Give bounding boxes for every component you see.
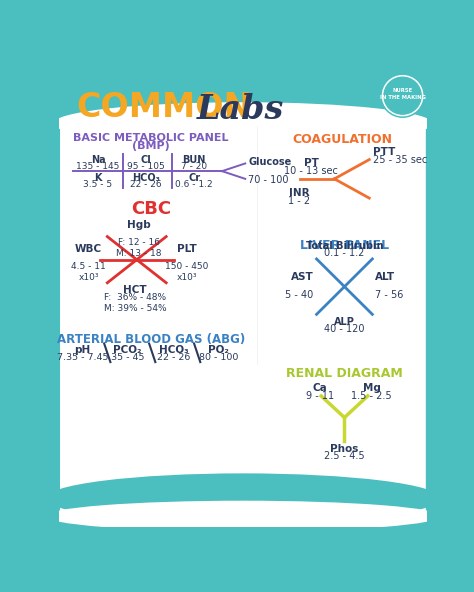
Text: pH: pH xyxy=(74,345,91,355)
Text: 7.35 - 7.45: 7.35 - 7.45 xyxy=(57,353,108,362)
Text: HCO₃: HCO₃ xyxy=(159,345,189,355)
Text: Total Bilirubin: Total Bilirubin xyxy=(306,241,383,251)
Text: COAGULATION: COAGULATION xyxy=(292,133,392,146)
Text: COMMON: COMMON xyxy=(76,91,252,124)
Text: PLT: PLT xyxy=(177,244,197,255)
Text: 5 - 40: 5 - 40 xyxy=(285,289,313,300)
Text: RENAL DIAGRAM: RENAL DIAGRAM xyxy=(286,368,403,381)
Text: 3.5 - 5: 3.5 - 5 xyxy=(83,179,112,189)
Text: PT: PT xyxy=(304,158,319,168)
Text: 40 - 120: 40 - 120 xyxy=(324,324,365,334)
Text: 22 - 26: 22 - 26 xyxy=(157,353,191,362)
Text: AST: AST xyxy=(291,272,313,282)
Text: PTT: PTT xyxy=(373,147,395,157)
Text: 150 - 450
x10³: 150 - 450 x10³ xyxy=(165,262,209,282)
Text: Na: Na xyxy=(91,155,105,165)
Text: K: K xyxy=(94,173,102,183)
Ellipse shape xyxy=(46,501,440,532)
Text: 70 - 100: 70 - 100 xyxy=(248,175,289,185)
Text: PCO₂: PCO₂ xyxy=(113,345,142,355)
Circle shape xyxy=(383,76,423,115)
Text: 0.6 - 1.2: 0.6 - 1.2 xyxy=(175,179,213,189)
Text: 7 - 56: 7 - 56 xyxy=(375,289,404,300)
Circle shape xyxy=(381,74,424,117)
Text: 80 - 100: 80 - 100 xyxy=(199,353,238,362)
Text: WBC: WBC xyxy=(75,244,102,255)
Text: 9 - 11: 9 - 11 xyxy=(306,391,334,401)
Text: ALP: ALP xyxy=(334,317,355,327)
Ellipse shape xyxy=(53,102,433,144)
Circle shape xyxy=(384,77,421,114)
Text: 2.5 - 4.5: 2.5 - 4.5 xyxy=(324,452,365,461)
Text: Cl: Cl xyxy=(141,155,151,165)
Text: Labs: Labs xyxy=(197,93,284,126)
Text: LIVER PANEL: LIVER PANEL xyxy=(300,239,389,252)
Text: 10 - 13 sec: 10 - 13 sec xyxy=(284,166,338,176)
Text: F: 12 - 16
M: 13 - 18: F: 12 - 16 M: 13 - 18 xyxy=(116,238,162,258)
Text: 25 - 35 sec: 25 - 35 sec xyxy=(373,155,428,165)
Text: 95 - 105: 95 - 105 xyxy=(127,162,165,171)
Text: PO₂: PO₂ xyxy=(209,345,229,355)
Text: F:  36% - 48%
M: 39% - 54%: F: 36% - 48% M: 39% - 54% xyxy=(104,293,166,313)
Text: 7 - 20: 7 - 20 xyxy=(181,162,207,171)
Text: BASIC METABOLIC PANEL: BASIC METABOLIC PANEL xyxy=(73,133,228,143)
Text: 35 - 45: 35 - 45 xyxy=(111,353,144,362)
Text: ALT: ALT xyxy=(375,272,396,282)
Text: Cr: Cr xyxy=(188,173,200,183)
Text: 22 - 26: 22 - 26 xyxy=(130,179,162,189)
Text: CBC: CBC xyxy=(131,201,171,218)
Text: Glucose: Glucose xyxy=(248,157,292,168)
Text: BUN: BUN xyxy=(182,155,206,165)
Text: HCO₃: HCO₃ xyxy=(132,173,160,183)
Text: Ca: Ca xyxy=(312,383,327,393)
Ellipse shape xyxy=(46,474,440,523)
Text: (BMP): (BMP) xyxy=(132,141,170,151)
Text: 1.5 - 2.5: 1.5 - 2.5 xyxy=(351,391,392,401)
Text: Phos: Phos xyxy=(330,444,359,453)
FancyBboxPatch shape xyxy=(60,120,426,519)
Text: 4.5 - 11
x10³: 4.5 - 11 x10³ xyxy=(71,262,106,282)
Text: 1 - 2: 1 - 2 xyxy=(289,196,310,206)
Text: Hgb: Hgb xyxy=(127,220,151,230)
Text: 135 - 145: 135 - 145 xyxy=(76,162,120,171)
Text: HCT: HCT xyxy=(123,285,147,295)
Text: ARTERIAL BLOOD GAS (ABG): ARTERIAL BLOOD GAS (ABG) xyxy=(56,333,245,346)
Text: NURSE
IN THE MAKING: NURSE IN THE MAKING xyxy=(380,88,426,100)
Text: INR: INR xyxy=(289,188,310,198)
Text: Mg: Mg xyxy=(363,383,381,393)
Text: 0.1 - 1.2: 0.1 - 1.2 xyxy=(324,248,365,258)
